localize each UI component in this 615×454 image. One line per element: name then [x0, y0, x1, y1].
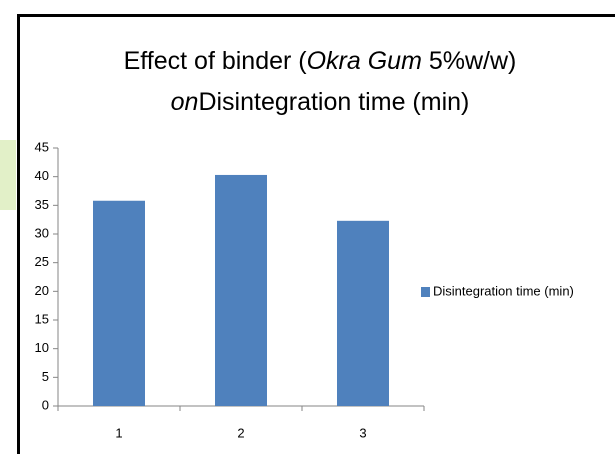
x-tick-label: 2: [237, 425, 244, 440]
chart-title: onDisintegration time (min): [171, 88, 470, 116]
y-tick-label: 45: [35, 139, 49, 154]
title-part: Effect of binder (: [124, 47, 308, 75]
bar: [215, 174, 267, 406]
chart-title: Effect of binder (Okra Gum 5%w/w): [124, 47, 517, 75]
title-part: Okra Gum: [307, 47, 422, 75]
x-tick-label: 1: [115, 425, 122, 440]
bar: [337, 220, 389, 406]
y-tick-label: 10: [35, 340, 49, 355]
title-part: 5%w/w): [422, 47, 516, 75]
decoration: [0, 140, 16, 210]
bar: [93, 200, 145, 406]
x-tick-label: 3: [359, 425, 366, 440]
y-tick-label: 5: [42, 369, 49, 384]
legend-swatch: [421, 287, 430, 297]
y-tick-label: 30: [35, 225, 49, 240]
title-part: on: [171, 88, 199, 116]
y-tick-label: 15: [35, 311, 49, 326]
y-tick-label: 40: [35, 168, 49, 183]
y-tick-label: 25: [35, 254, 49, 269]
legend-label: Disintegration time (min): [433, 283, 574, 298]
y-tick-label: 20: [35, 283, 49, 298]
y-tick-label: 0: [42, 397, 49, 412]
title-part: Disintegration time (min): [198, 88, 469, 116]
y-tick-label: 35: [35, 197, 49, 212]
